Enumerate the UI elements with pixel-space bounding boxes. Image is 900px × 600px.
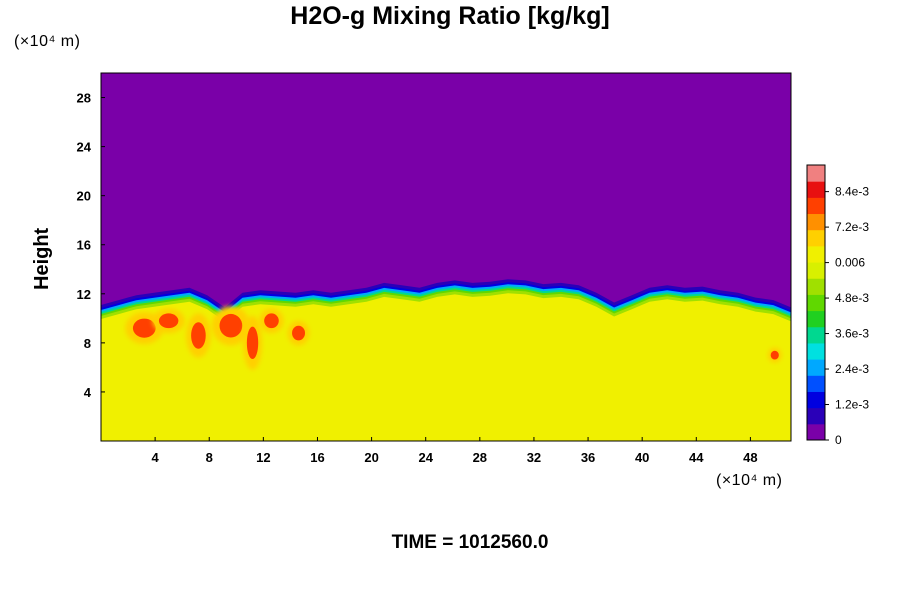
lower-moist-region (101, 293, 791, 441)
colorbar-segment (807, 213, 825, 231)
x-tick-label: 4 (152, 450, 160, 465)
colorbar-tick-label: 2.4e-3 (835, 362, 869, 376)
colorbar-segment (807, 310, 825, 328)
moist-patch-core-7 (292, 325, 306, 341)
colorbar-tick-label: 0 (835, 433, 842, 447)
chart-title: H2O-g Mixing Ratio [kg/kg] (290, 2, 610, 30)
moist-patch-core-8 (770, 350, 779, 360)
y-axis: 4 8 12 16 20 24 28 (77, 91, 105, 400)
colorbar-segment (807, 294, 825, 312)
x-tick-label: 44 (689, 450, 704, 465)
y-tick-label: 24 (77, 140, 92, 155)
y-tick-label: 8 (84, 336, 91, 351)
colorbar-segment (807, 375, 825, 392)
plot-area (101, 73, 791, 441)
colorbar-segment (807, 197, 825, 215)
moist-patch-core-5 (246, 326, 259, 360)
colorbar-tick-label: 1.2e-3 (835, 398, 869, 412)
x-tick-label: 36 (581, 450, 595, 465)
colorbar-segment (807, 359, 825, 376)
colorbar-segment (807, 262, 825, 279)
colorbar-segment (807, 326, 825, 344)
colorbar-segment (807, 245, 825, 263)
x-tick-label: 32 (527, 450, 541, 465)
colorbar-segment (807, 342, 825, 360)
colorbar-tick-label: 0.006 (835, 256, 865, 270)
colorbar-tick-label: 4.8e-3 (835, 291, 869, 305)
x-tick-label: 16 (310, 450, 324, 465)
y-tick-label: 20 (77, 189, 91, 204)
moist-patch-core-1 (132, 318, 156, 338)
colorbar-frame (806, 164, 826, 441)
x-tick-label: 24 (418, 450, 433, 465)
x-tick-label: 20 (364, 450, 378, 465)
x-tick-label: 40 (635, 450, 649, 465)
x-tick-label: 12 (256, 450, 270, 465)
colorbar-segment (807, 229, 825, 247)
moist-patch-core-6 (264, 313, 279, 329)
moist-patch-core-2 (158, 313, 179, 329)
moist-patch-core-4 (219, 313, 243, 338)
y-axis-unit-label: (×10⁴ m) (14, 33, 81, 50)
colorbar-segment (807, 278, 825, 295)
colorbar-tick-label: 8.4e-3 (835, 185, 869, 199)
y-tick-label: 28 (77, 91, 91, 106)
colorbar-segment (807, 165, 825, 182)
time-footer: TIME = 1012560.0 (391, 532, 549, 553)
colorbar: 0 1.2e-3 2.4e-3 3.6e-3 4.8e-3 0.006 7.2e-3 8.4e… (806, 164, 869, 447)
colorbar-segment (807, 181, 825, 198)
x-axis-unit-label: (×10⁴ m) (716, 472, 783, 489)
colorbar-tick-label: 3.6e-3 (835, 327, 869, 341)
colorbar-segment (807, 423, 825, 441)
plot-frame (100, 72, 792, 442)
y-tick-label: 12 (77, 287, 91, 302)
colorbar-segment (807, 407, 825, 425)
y-tick-label: 4 (84, 385, 92, 400)
y-tick-label: 16 (77, 238, 91, 253)
x-tick-label: 28 (473, 450, 487, 465)
moist-patch-core-3 (191, 322, 206, 349)
x-tick-label: 48 (743, 450, 757, 465)
x-tick-label: 8 (206, 450, 213, 465)
colorbar-tick-label: 7.2e-3 (835, 220, 869, 234)
colorbar-segment (807, 391, 825, 409)
x-axis: 4 8 12 16 20 24 28 32 36 40 44 48 (152, 437, 758, 465)
